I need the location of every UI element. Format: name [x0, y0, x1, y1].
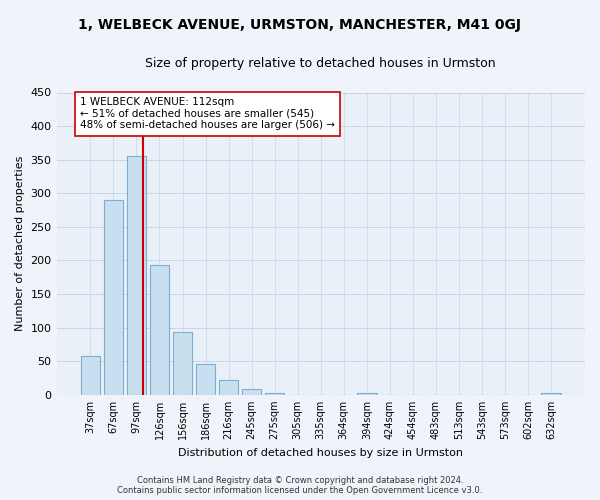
Bar [149, 265, 169, 395]
Bar [127, 156, 146, 395]
X-axis label: Distribution of detached houses by size in Urmston: Distribution of detached houses by size … [178, 448, 463, 458]
Text: 1, WELBECK AVENUE, URMSTON, MANCHESTER, M41 0GJ: 1, WELBECK AVENUE, URMSTON, MANCHESTER, … [79, 18, 521, 32]
Y-axis label: Number of detached properties: Number of detached properties [15, 156, 25, 332]
Bar [80, 356, 100, 395]
Title: Size of property relative to detached houses in Urmston: Size of property relative to detached ho… [145, 58, 496, 70]
Bar [357, 394, 377, 395]
Bar [541, 394, 561, 395]
Text: 1 WELBECK AVENUE: 112sqm
← 51% of detached houses are smaller (545)
48% of semi-: 1 WELBECK AVENUE: 112sqm ← 51% of detach… [80, 97, 335, 130]
Bar [265, 393, 284, 395]
Bar [104, 200, 123, 395]
Text: Contains HM Land Registry data © Crown copyright and database right 2024.
Contai: Contains HM Land Registry data © Crown c… [118, 476, 482, 495]
Bar [219, 380, 238, 395]
Bar [196, 364, 215, 395]
Bar [242, 390, 262, 395]
Bar [173, 332, 193, 395]
